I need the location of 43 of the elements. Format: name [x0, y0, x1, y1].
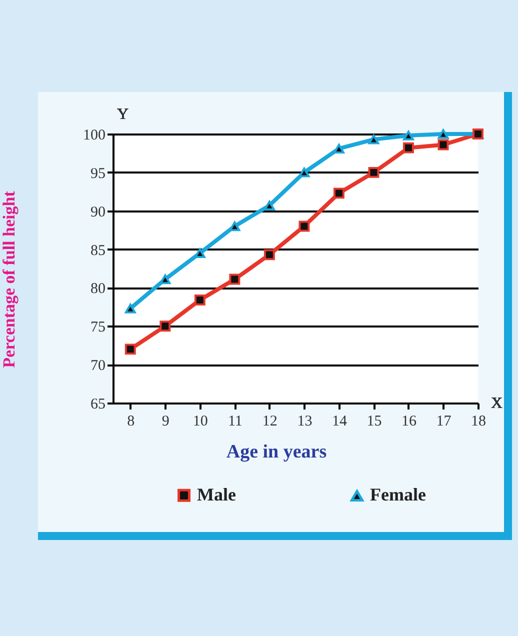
y-tick-label: 75 — [90, 320, 106, 336]
point — [403, 130, 414, 140]
legend-label: Female — [370, 484, 426, 505]
x-tick-label: 13 — [297, 414, 312, 430]
x-tick-label: 15 — [366, 414, 382, 430]
y-tick-label: 95 — [90, 166, 106, 182]
point — [298, 220, 310, 232]
text: Y — [117, 106, 129, 123]
y-tick-label: 65 — [90, 396, 106, 412]
point — [438, 129, 449, 139]
x-tick-label: 17 — [436, 414, 452, 430]
point — [124, 304, 136, 314]
point — [438, 139, 449, 150]
x-tick-label: 10 — [192, 414, 208, 430]
point — [333, 188, 344, 199]
x-tick-label: 14 — [332, 414, 348, 430]
point — [368, 134, 380, 144]
point — [298, 168, 310, 178]
y-axis-title: Percentage of full height — [0, 190, 18, 368]
x-tick-label: 11 — [228, 414, 242, 430]
point — [160, 274, 171, 284]
y-tick-label: 70 — [90, 358, 106, 374]
point — [368, 166, 380, 178]
point — [160, 320, 171, 332]
point — [124, 344, 136, 355]
x-tick-label: 8 — [127, 414, 135, 430]
point — [264, 200, 275, 210]
y-tick-label: 80 — [90, 281, 106, 298]
x-tick-label: 16 — [401, 414, 417, 430]
point — [229, 274, 240, 285]
point — [264, 249, 275, 260]
x-tick-label: 9 — [162, 414, 170, 430]
x-tick-label: 12 — [262, 414, 278, 430]
x-axis-title: Age in years — [226, 442, 327, 462]
y-tick-label: 100 — [83, 128, 106, 144]
point — [194, 294, 206, 306]
text: X — [491, 395, 503, 412]
x-tick-label: 18 — [471, 414, 486, 430]
legend-label: Male — [197, 484, 236, 504]
point — [403, 142, 414, 154]
y-tick-label: 90 — [90, 204, 106, 220]
y-tick-label: 85 — [90, 242, 106, 259]
point — [229, 221, 240, 232]
